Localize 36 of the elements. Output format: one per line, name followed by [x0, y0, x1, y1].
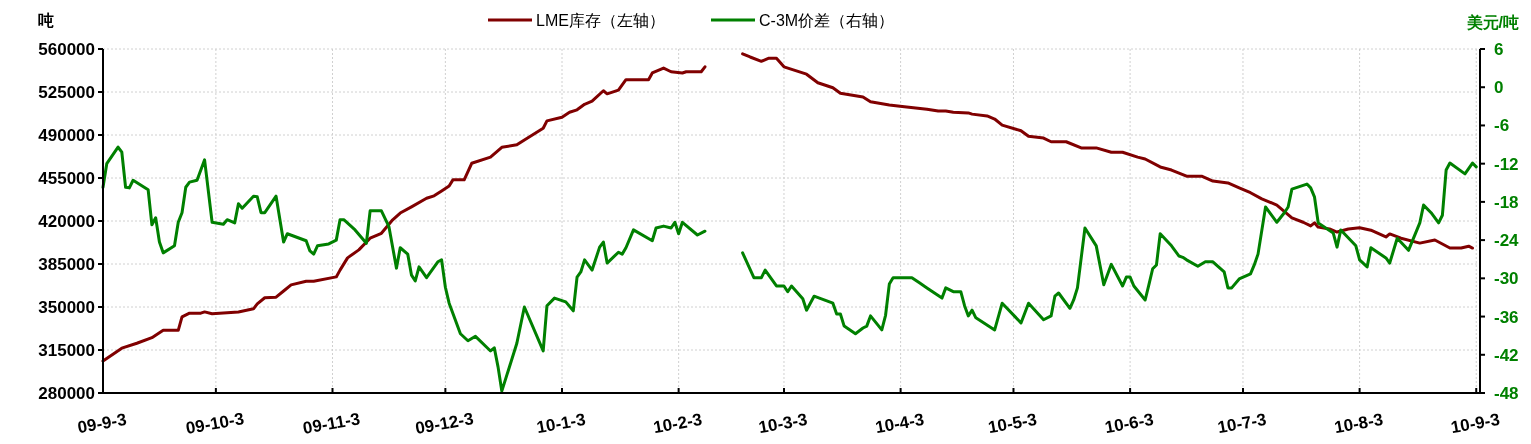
y2-tick-label: -6 [1494, 116, 1510, 136]
y-tick-label: 455000 [38, 168, 95, 188]
y2-tick-label: -12 [1494, 154, 1519, 174]
y2-tick-label: -48 [1494, 383, 1519, 403]
y-axis-title: 吨 [38, 12, 54, 29]
y2-tick-label: -36 [1494, 307, 1519, 327]
y-tick-label: 315000 [38, 340, 95, 360]
y2-axis-title: 美元/吨 [1465, 13, 1519, 31]
x-tick-label: 10-1-3 [535, 409, 587, 438]
y2-tick-label: -30 [1494, 269, 1519, 289]
y-tick-label: 350000 [38, 297, 95, 317]
x-tick-label: 10-2-3 [651, 409, 704, 438]
y2-tick-label: -24 [1494, 231, 1520, 251]
x-tick-label: 10-4-3 [873, 409, 926, 438]
x-tick-label: 10-9-3 [1449, 409, 1502, 438]
y-tick-label: 525000 [38, 82, 95, 102]
y-tick-label: 560000 [38, 39, 95, 59]
y-tick-label: 280000 [38, 383, 95, 403]
x-tick-label: 09-9-3 [76, 409, 128, 438]
x-tick-label: 10-5-3 [986, 409, 1039, 438]
y2-tick-label: 6 [1494, 39, 1504, 59]
x-tick-label: 09-11-3 [301, 409, 362, 438]
y2-tick-label: -42 [1494, 345, 1519, 365]
x-tick-label: 09-12-3 [413, 409, 475, 439]
legend-label: C-3M价差（右轴） [759, 11, 895, 29]
x-tick-label: 09-10-3 [184, 409, 246, 439]
y-tick-label: 420000 [38, 211, 95, 231]
y-tick-label: 490000 [38, 125, 95, 145]
x-tick-label: 10-8-3 [1332, 409, 1385, 438]
y2-tick-label: -18 [1494, 192, 1519, 212]
y-tick-label: 385000 [38, 254, 95, 274]
legend-label: LME库存（左轴） [536, 11, 665, 29]
y2-tick-label: 0 [1494, 78, 1504, 98]
x-tick-label: 10-7-3 [1216, 409, 1268, 438]
x-tick-label: 10-3-3 [757, 409, 809, 438]
x-tick-label: 10-6-3 [1103, 409, 1155, 438]
